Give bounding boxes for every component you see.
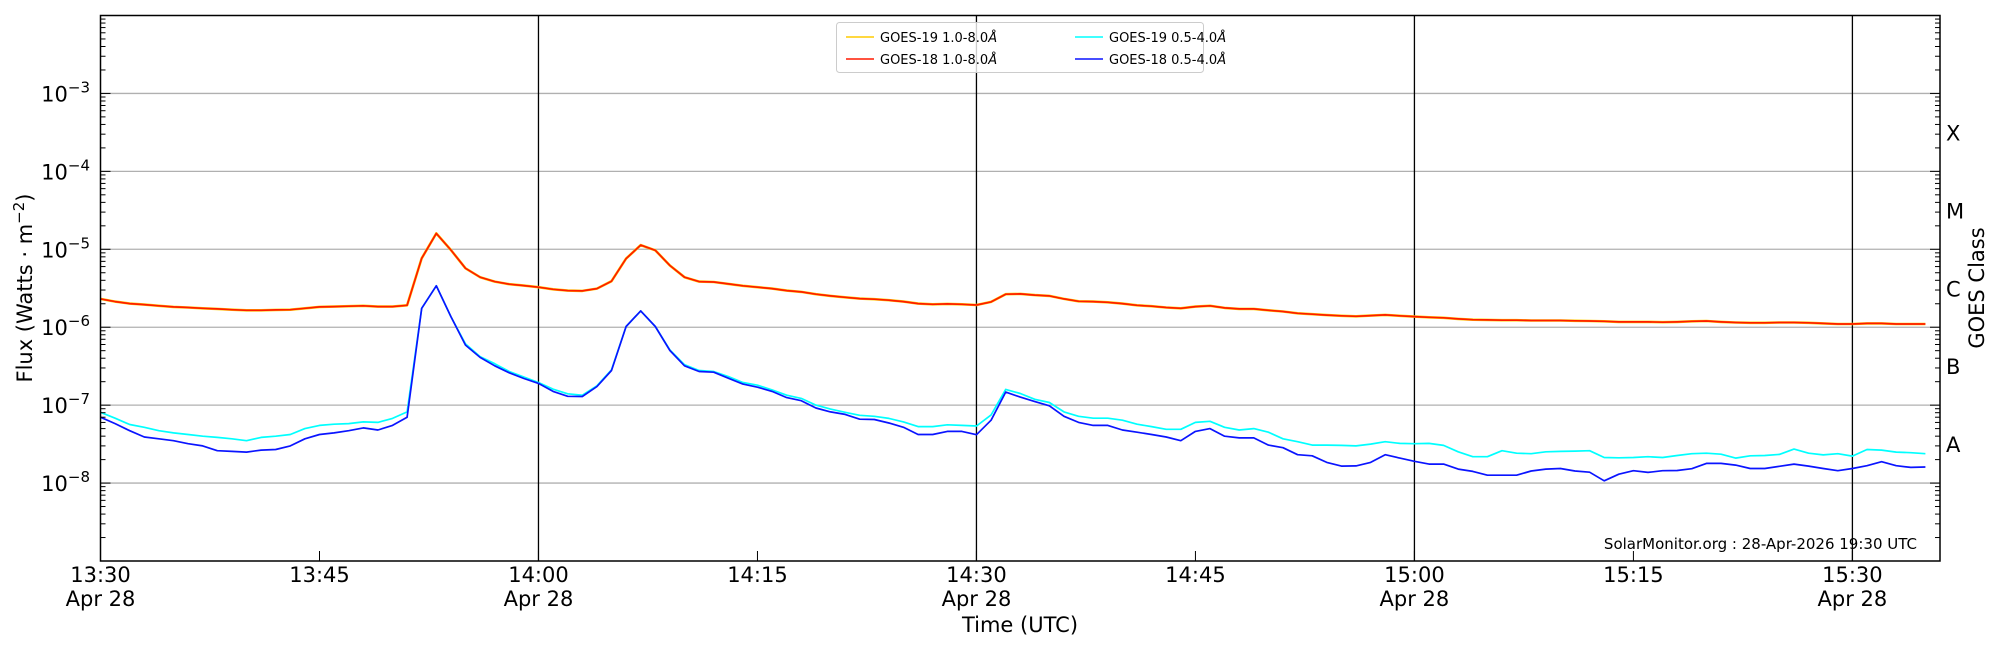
x-tick-time: 13:30	[70, 563, 131, 587]
goes-class-B: B	[1946, 355, 1960, 379]
series-line-goes-18-0-5-4-0	[100, 284, 1926, 482]
y-axis-label: Flux (Watts · m−2)	[10, 193, 37, 382]
day-vertical-lines	[537, 15, 1854, 561]
x-tick-time: 15:00	[1384, 563, 1445, 587]
y-tick-base: 10	[41, 316, 68, 340]
grid-lines	[100, 92, 1940, 484]
series-line-goes-19-0-5-4-0	[100, 284, 1926, 459]
y-tick-label: 10−6	[41, 312, 90, 340]
right-axis-label: GOES Class	[1965, 227, 1989, 348]
series-line-goes-18-1-0-8-0	[100, 232, 1926, 325]
legend-entry: GOES-19 0.5-4.0Å	[1109, 30, 1226, 46]
legend-label: GOES-18 1.0-8.0	[880, 53, 988, 68]
x-tick-time: 15:15	[1603, 563, 1664, 587]
x-axis-label: Time (UTC)	[961, 613, 1078, 637]
y-tick-labels: 10−310−410−510−610−710−8	[41, 78, 90, 496]
y-tick-exponent: −3	[68, 78, 90, 96]
y-tick-base: 10	[41, 472, 68, 496]
series-lines	[100, 232, 1926, 482]
x-tick-date: Apr 28	[504, 587, 574, 611]
series-line-goes-19-1-0-8-0	[100, 232, 1926, 326]
goes-class-C: C	[1946, 277, 1961, 301]
y-tick-label: 10−8	[41, 468, 90, 496]
y-tick-exponent: −8	[68, 468, 90, 486]
y-tick-base: 10	[41, 394, 68, 418]
axis-ticks	[100, 18, 1940, 562]
x-tick-date: Apr 28	[1818, 587, 1888, 611]
legend-unit: Å	[1216, 30, 1226, 46]
x-tick-time: 13:45	[289, 563, 350, 587]
y-tick-label: 10−5	[41, 234, 90, 262]
legend-label: GOES-19 0.5-4.0	[1109, 31, 1217, 46]
legend-label: GOES-19 1.0-8.0	[880, 31, 988, 46]
y-tick-label: 10−7	[41, 390, 90, 418]
y-tick-label: 10−4	[41, 156, 90, 184]
plot-frame	[99, 14, 1941, 562]
goes-class-X: X	[1946, 121, 1960, 145]
y-tick-base: 10	[41, 238, 68, 262]
x-tick-time: 14:30	[946, 563, 1007, 587]
y-tick-exponent: −5	[68, 234, 90, 252]
legend-unit: Å	[987, 30, 997, 46]
x-tick-time: 14:45	[1165, 563, 1226, 587]
legend-box	[836, 22, 1204, 73]
goes-class-M: M	[1946, 199, 1964, 223]
x-tick-time: 14:15	[727, 563, 788, 587]
y-tick-base: 10	[41, 160, 68, 184]
x-tick-date: Apr 28	[942, 587, 1012, 611]
legend-entry: GOES-18 1.0-8.0Å	[880, 52, 997, 68]
legend-entry: GOES-18 0.5-4.0Å	[1109, 52, 1226, 68]
x-tick-date: Apr 28	[1380, 587, 1450, 611]
y-tick-base: 10	[41, 82, 68, 106]
footer-credit: SolarMonitor.org : 28-Apr-2026 19:30 UTC	[1604, 535, 1917, 553]
x-tick-date: Apr 28	[66, 587, 136, 611]
y-axis-label-exponent: −2	[10, 202, 28, 224]
x-tick-time: 14:00	[508, 563, 569, 587]
goes-class-labels: X M C B A	[1946, 121, 1964, 457]
y-tick-label: 10−3	[41, 78, 90, 106]
legend-entry: GOES-19 1.0-8.0Å	[880, 30, 997, 46]
y-tick-exponent: −7	[68, 390, 90, 408]
legend-unit: Å	[987, 52, 997, 68]
x-tick-time: 15:30	[1822, 563, 1883, 587]
goes-class-A: A	[1946, 433, 1961, 457]
y-tick-exponent: −4	[68, 156, 90, 174]
y-tick-exponent: −6	[68, 312, 90, 330]
legend-unit: Å	[1216, 52, 1226, 68]
legend-label: GOES-18 0.5-4.0	[1109, 53, 1217, 68]
